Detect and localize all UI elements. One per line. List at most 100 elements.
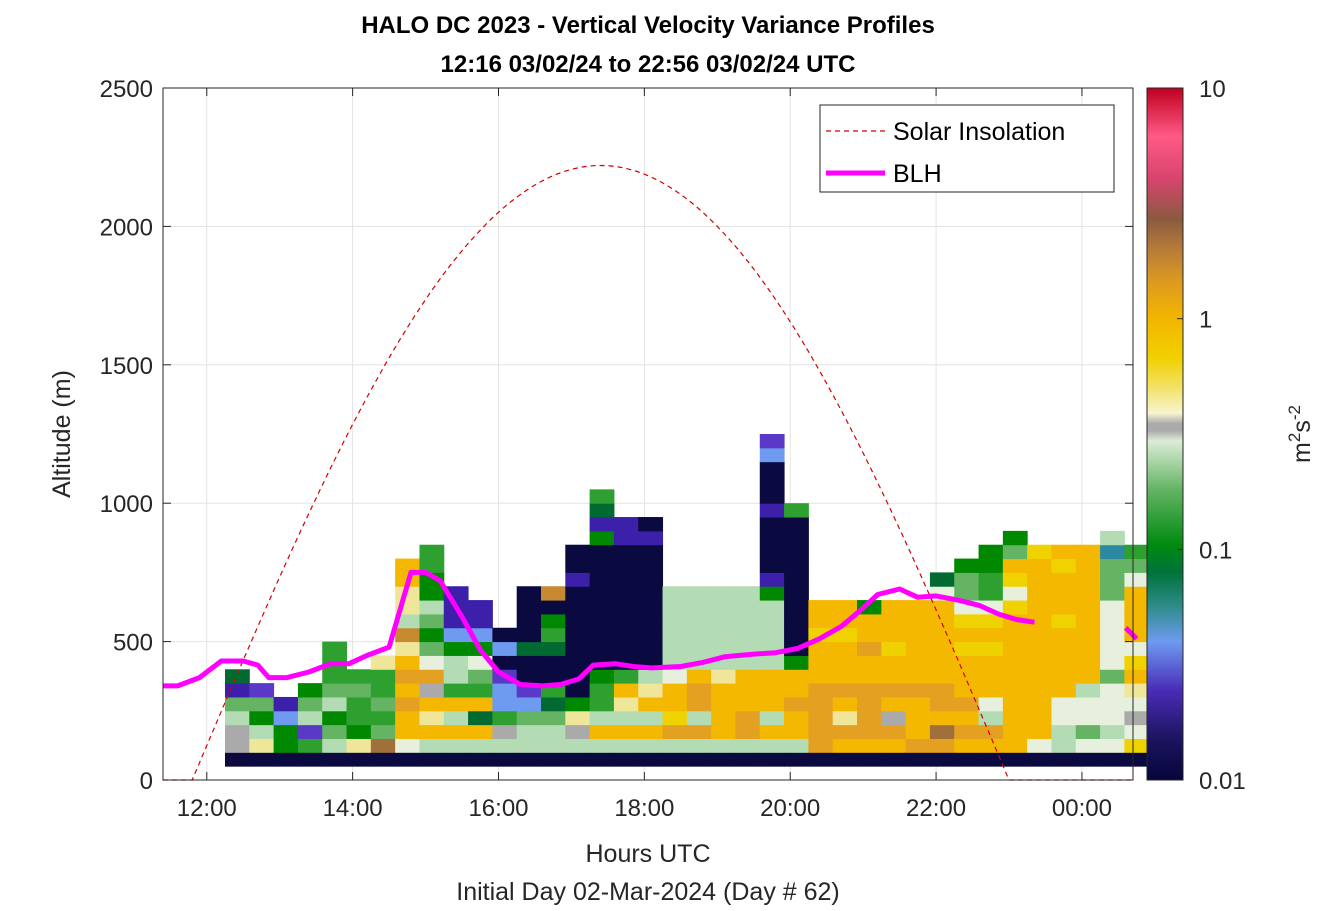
heatmap-cell xyxy=(1002,544,1028,560)
heatmap-cell xyxy=(419,586,445,601)
heatmap-cell xyxy=(686,696,712,712)
heatmap-cell xyxy=(468,724,493,739)
heatmap-cell xyxy=(273,752,299,767)
colorbar-ticks: 0.01 0.1 1 10 xyxy=(1177,76,1246,795)
heatmap-cell xyxy=(541,600,566,615)
heatmap-cell xyxy=(613,752,639,767)
heatmap-cell xyxy=(638,669,664,684)
heatmap-cell xyxy=(759,447,785,463)
heatmap-cell xyxy=(419,613,445,629)
heatmap-cell xyxy=(613,724,639,739)
heatmap-cell xyxy=(759,503,785,518)
heatmap-cell xyxy=(589,738,615,753)
heatmap-cell xyxy=(735,669,761,684)
heatmap-cell xyxy=(686,669,712,684)
heatmap-cell xyxy=(443,738,469,753)
heatmap-cell xyxy=(346,683,372,698)
heatmap-cell xyxy=(978,558,1004,573)
heatmap-cell xyxy=(711,696,736,712)
heatmap-cell xyxy=(711,600,736,615)
heatmap-cell xyxy=(346,696,372,712)
colorbar-unit-m: m xyxy=(1288,442,1316,463)
legend-blh-label: BLH xyxy=(893,160,942,188)
heatmap-cell xyxy=(686,613,712,629)
heatmap-cell xyxy=(808,655,834,670)
heatmap-cell xyxy=(832,669,858,684)
heatmap-cell xyxy=(1124,544,1150,560)
heatmap-cell xyxy=(1051,655,1077,670)
heatmap-cell xyxy=(516,724,542,739)
heatmap-cell xyxy=(905,752,931,767)
heatmap-cell xyxy=(395,724,420,739)
heatmap-cell xyxy=(662,724,688,739)
solar-insolation-line xyxy=(163,164,1133,781)
heatmap-cell xyxy=(832,683,858,698)
heatmap-cell xyxy=(638,627,664,643)
heatmap-cell xyxy=(1002,710,1028,726)
heatmap-cell xyxy=(1100,724,1125,739)
heatmap-cell xyxy=(832,641,858,656)
heatmap-cell xyxy=(978,627,1004,643)
heatmap-cell xyxy=(613,683,639,698)
heatmap-cell xyxy=(346,724,372,739)
y-axis-label: Altitude (m) xyxy=(48,370,76,498)
x-axis-label: Hours UTC xyxy=(585,840,710,868)
heatmap-cell xyxy=(419,738,445,753)
heatmap-cell xyxy=(1075,683,1101,698)
heatmap-cell xyxy=(638,613,664,629)
heatmap-cell xyxy=(808,669,834,684)
heatmap-cell xyxy=(808,641,834,656)
heatmap-cell xyxy=(516,586,542,601)
heatmap-cell xyxy=(322,669,348,684)
heatmap-cell xyxy=(297,683,323,698)
colorbar-unit-exp1: 2 xyxy=(1285,433,1304,442)
heatmap-cell xyxy=(589,572,615,587)
heatmap-cell xyxy=(686,627,712,643)
heatmap-cell xyxy=(662,600,688,615)
heatmap-cell xyxy=(1027,724,1052,739)
heatmap-cell xyxy=(589,517,615,532)
heatmap-cell xyxy=(492,683,518,698)
heatmap-cell xyxy=(516,613,542,629)
heatmap-cell xyxy=(443,752,469,767)
heatmap-cell xyxy=(1027,613,1052,629)
heatmap-cell xyxy=(565,738,591,753)
heatmap-cell xyxy=(832,710,858,726)
heatmap-cell xyxy=(1124,696,1150,712)
heatmap-cell xyxy=(638,572,664,587)
heatmap-cell xyxy=(905,696,931,712)
heatmap-cell xyxy=(857,738,882,753)
heatmap-cell xyxy=(978,724,1004,739)
heatmap-cell xyxy=(1027,683,1052,698)
heatmap-cell xyxy=(370,738,396,753)
heatmap-cell xyxy=(832,600,858,615)
heatmap-cell xyxy=(881,613,907,629)
heatmap-cell xyxy=(638,544,664,560)
heatmap-cell xyxy=(1124,641,1150,656)
heatmap-cell xyxy=(1027,544,1052,560)
heatmap-cell xyxy=(565,558,591,573)
colorbar xyxy=(1146,87,1184,781)
heatmap-cell xyxy=(1051,683,1077,698)
heatmap-cell xyxy=(589,600,615,615)
heatmap-cell xyxy=(1124,655,1150,670)
heatmap-cell xyxy=(395,710,420,726)
heatmap-cell xyxy=(881,600,907,615)
y-tick-label: 2500 xyxy=(100,76,153,103)
heatmap-cell xyxy=(759,530,785,546)
heatmap-cell xyxy=(905,641,931,656)
heatmap-cell xyxy=(589,558,615,573)
heatmap-cell xyxy=(784,655,809,670)
heatmap-cell xyxy=(638,683,664,698)
heatmap-cell xyxy=(978,683,1004,698)
heatmap-cell xyxy=(1100,586,1125,601)
heatmap-cell xyxy=(1100,544,1125,560)
heatmap-cell xyxy=(808,710,834,726)
heatmap-cell xyxy=(881,641,907,656)
heatmap-cell xyxy=(516,600,542,615)
heatmap-cell xyxy=(419,710,445,726)
heatmap-cell xyxy=(1124,586,1150,601)
heatmap-cell xyxy=(395,627,420,643)
heatmap-cell xyxy=(978,669,1004,684)
heatmap-cell xyxy=(565,600,591,615)
